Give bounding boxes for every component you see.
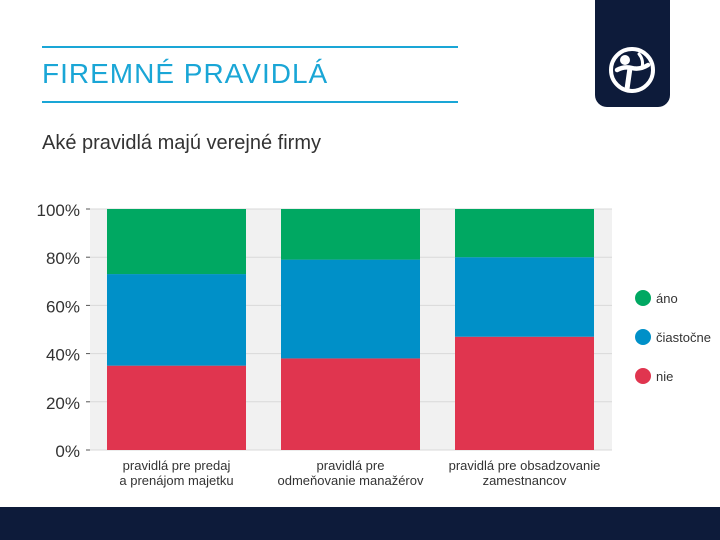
- bar-segment-nie: [107, 365, 246, 450]
- y-tick-label: 60%: [46, 297, 80, 316]
- bar-segment-čiastočne: [107, 274, 246, 366]
- slide-title: FIREMNÉ PRAVIDLÁ: [42, 58, 329, 89]
- x-category-label: pravidlá pre predaj: [123, 458, 231, 473]
- y-tick-label: 80%: [46, 249, 80, 268]
- x-category-label: pravidlá pre obsadzovanie: [449, 458, 601, 473]
- y-tick-label: 40%: [46, 346, 80, 365]
- bar-segment-čiastočne: [455, 257, 594, 337]
- x-category-label: a prenájom majetku: [119, 473, 233, 488]
- y-tick-label: 100%: [37, 201, 80, 220]
- bar-segment-nie: [455, 336, 594, 450]
- legend-swatch: [635, 329, 651, 345]
- stacked-bar-chart: 0% 20% 40% 60% 80% 100% pravidlá pre predaja …: [37, 201, 711, 488]
- y-tick-label: 20%: [46, 394, 80, 413]
- bar-segment-áno: [281, 209, 420, 260]
- logo-tab: [595, 0, 670, 107]
- bar-segment-áno: [455, 209, 594, 258]
- chart-subtitle: Aké pravidlá majú verejné firmy: [42, 132, 321, 154]
- footer-bar: [0, 507, 720, 540]
- legend-label: áno: [656, 291, 678, 306]
- bar-segment-áno: [107, 209, 246, 275]
- title-rule-gap-bottom: [458, 101, 470, 103]
- title-rule-gap-top: [458, 46, 470, 48]
- x-category-label: odmeňovanie manažérov: [278, 473, 424, 488]
- legend-label: nie: [656, 369, 673, 384]
- legend-swatch: [635, 290, 651, 306]
- title-rule-top: [42, 46, 470, 48]
- bar-segment-čiastočne: [281, 259, 420, 359]
- y-tick-label: 0%: [55, 442, 80, 461]
- x-category-label: pravidlá pre: [317, 458, 385, 473]
- transparency-international-logo-icon: [609, 47, 655, 93]
- bar-segment-nie: [281, 358, 420, 450]
- title-rule-bottom: [42, 101, 470, 103]
- legend-swatch: [635, 368, 651, 384]
- legend-label: čiastočne: [656, 330, 711, 345]
- x-category-label: zamestnancov: [483, 473, 567, 488]
